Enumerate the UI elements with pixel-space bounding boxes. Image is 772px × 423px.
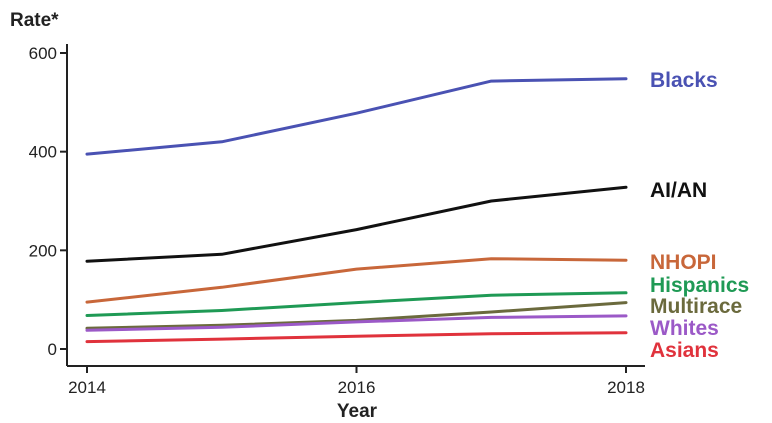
series-line-nhopi — [85, 257, 628, 304]
series-labels: Blacks AI/AN NHOPIHispanicsMultiraceWhites… — [650, 69, 749, 362]
y-axis-title: Rate* — [10, 10, 59, 31]
series-label-hispanics: Hispanics — [650, 274, 749, 297]
x-axis-title: Year — [337, 401, 378, 422]
y-tick-label: 600 — [29, 44, 57, 63]
series-label-nhopi: NHOPI — [650, 251, 717, 274]
series-lines — [85, 77, 628, 344]
series-label-whites: Whites — [650, 317, 719, 340]
series-line-ai-an — [85, 185, 628, 263]
x-ticks: 2014 2016 2018 — [68, 366, 645, 397]
y-tick-label: 0 — [48, 340, 57, 359]
series-line-asians — [85, 331, 628, 344]
x-tick-label: 2018 — [607, 378, 645, 397]
y-tick-label: 400 — [29, 143, 57, 162]
series-label-ai-an: AI/AN — [650, 179, 707, 202]
series-line-hispanics — [85, 291, 628, 317]
x-tick-label: 2016 — [338, 378, 376, 397]
series-label-multirace: Multirace — [650, 295, 742, 318]
series-line-blacks — [85, 77, 628, 156]
series-line-whites — [85, 314, 628, 332]
y-ticks: 0 200 400 600 — [29, 44, 67, 359]
series-label-blacks: Blacks — [650, 69, 718, 92]
axes: 0 200 400 600 2014 2016 2018 — [29, 44, 645, 397]
series-label-asians: Asians — [650, 339, 719, 362]
x-tick-label: 2014 — [68, 378, 106, 397]
y-tick-label: 200 — [29, 241, 57, 260]
